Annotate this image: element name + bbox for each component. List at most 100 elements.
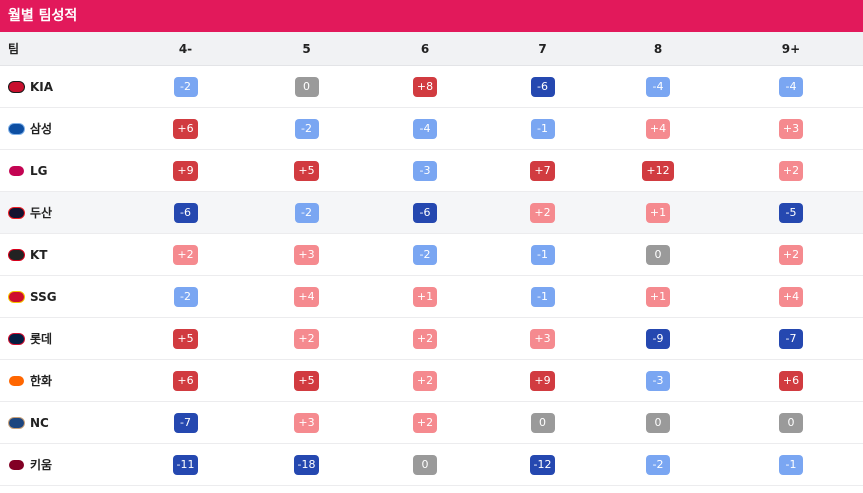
games-behind-badge: +2: [173, 244, 198, 265]
month-cell: +2: [362, 317, 488, 360]
games-behind-badge: -6: [413, 202, 437, 223]
month-cell: -1: [488, 233, 597, 276]
games-behind-badge: -4: [779, 76, 803, 97]
kiwoom-heroes-logo-icon: [8, 458, 25, 471]
month-cell: -7: [120, 401, 251, 444]
team-name[interactable]: KIA: [30, 79, 54, 94]
games-behind-badge: +1: [412, 286, 438, 307]
games-behind-badge: +5: [173, 328, 198, 349]
month-cell: -6: [488, 65, 597, 108]
month-cell: +2: [362, 401, 488, 444]
games-behind-badge: -3: [413, 160, 437, 181]
games-behind-badge: -3: [646, 370, 670, 391]
games-behind-badge: 0: [779, 412, 803, 433]
games-behind-badge: -1: [779, 454, 803, 475]
team-info: LG: [8, 164, 120, 178]
month-cell: +1: [597, 275, 719, 318]
month-cell: +3: [251, 401, 362, 444]
games-behind-badge: +3: [778, 118, 804, 139]
games-behind-badge: +2: [412, 412, 438, 433]
team-name[interactable]: KT: [30, 247, 48, 262]
team-info: 두산: [8, 204, 120, 221]
kia-tigers-logo-icon: [8, 80, 25, 93]
games-behind-badge: +2: [530, 202, 555, 223]
month-cell: +7: [488, 149, 597, 192]
month-cell: +5: [120, 317, 251, 360]
team-info: 삼성: [8, 120, 120, 137]
month-cell: 0: [719, 401, 863, 444]
team-info: 키움: [8, 456, 120, 473]
team-name[interactable]: SSG: [30, 289, 57, 304]
games-behind-badge: 0: [530, 412, 555, 433]
column-header-month[interactable]: 6: [362, 32, 488, 66]
team-name[interactable]: 삼성: [30, 122, 53, 136]
month-cell: -3: [597, 359, 719, 402]
team-cell: 롯데: [0, 317, 120, 360]
month-cell: -18: [251, 443, 362, 486]
month-cell: 0: [488, 401, 597, 444]
games-behind-badge: -6: [530, 76, 555, 97]
games-behind-badge: +7: [530, 160, 555, 181]
month-cell: +12: [597, 149, 719, 192]
games-behind-badge: -18: [293, 454, 320, 475]
column-header-month[interactable]: 9+: [719, 32, 863, 66]
games-behind-badge: +2: [412, 370, 438, 391]
table-header-row: 팀 4- 5 6 7 8 9+: [0, 32, 863, 66]
team-name[interactable]: 키움: [30, 458, 53, 472]
month-cell: +8: [362, 65, 488, 108]
month-cell: -5: [719, 191, 863, 234]
month-cell: +4: [597, 107, 719, 150]
month-cell: -12: [488, 443, 597, 486]
games-behind-badge: -7: [173, 412, 198, 433]
games-behind-badge: -2: [413, 244, 437, 265]
column-header-month[interactable]: 8: [597, 32, 719, 66]
games-behind-badge: +1: [645, 202, 671, 223]
team-cell: SSG: [0, 275, 120, 318]
games-behind-badge: 0: [413, 454, 437, 475]
table-row[interactable]: SSG -2 +4 +1 -1 +1 +4: [0, 275, 863, 318]
games-behind-badge: +5: [294, 370, 319, 391]
table-row[interactable]: 두산 -6 -2 -6 +2 +1 -5: [0, 191, 863, 234]
month-cell: -11: [120, 443, 251, 486]
column-header-team[interactable]: 팀: [0, 32, 120, 66]
games-behind-badge: +6: [173, 370, 198, 391]
column-header-month[interactable]: 7: [488, 32, 597, 66]
table-row[interactable]: 삼성 +6 -2 -4 -1 +4 +3: [0, 107, 863, 150]
team-name[interactable]: 한화: [30, 374, 53, 388]
games-behind-badge: -11: [172, 454, 199, 475]
games-behind-badge: +3: [294, 412, 319, 433]
team-name[interactable]: LG: [30, 163, 48, 178]
column-header-month[interactable]: 4-: [120, 32, 251, 66]
table-row[interactable]: 한화 +6 +5 +2 +9 -3 +6: [0, 359, 863, 402]
team-cell: NC: [0, 401, 120, 444]
team-cell: KT: [0, 233, 120, 276]
table-row[interactable]: KT +2 +3 -2 -1 0 +2: [0, 233, 863, 276]
team-cell: LG: [0, 149, 120, 192]
team-name[interactable]: 두산: [30, 206, 53, 220]
games-behind-badge: -1: [530, 244, 555, 265]
team-name[interactable]: NC: [30, 415, 49, 430]
month-cell: +2: [362, 359, 488, 402]
games-behind-badge: +4: [645, 118, 671, 139]
games-behind-badge: +9: [173, 160, 198, 181]
games-behind-badge: -2: [294, 202, 319, 223]
table-row[interactable]: 키움 -11 -18 0 -12 -2 -1: [0, 443, 863, 486]
games-behind-badge: -2: [173, 286, 198, 307]
page-title: 월별 팀성적: [0, 0, 863, 32]
table-row[interactable]: LG +9 +5 -3 +7 +12 +2: [0, 149, 863, 192]
month-cell: -6: [362, 191, 488, 234]
games-behind-badge: +6: [778, 370, 804, 391]
table-row[interactable]: KIA -2 0 +8 -6 -4 -4: [0, 65, 863, 108]
kt-wiz-logo-icon: [8, 248, 25, 261]
team-info: SSG: [8, 290, 120, 304]
column-header-month[interactable]: 5: [251, 32, 362, 66]
games-behind-badge: 0: [294, 76, 319, 97]
games-behind-badge: +3: [530, 328, 555, 349]
team-cell: 두산: [0, 191, 120, 234]
team-name[interactable]: 롯데: [30, 332, 53, 346]
month-cell: +5: [251, 359, 362, 402]
table-row[interactable]: NC -7 +3 +2 0 0 0: [0, 401, 863, 444]
games-behind-badge: -5: [779, 202, 803, 223]
team-info: KIA: [8, 80, 120, 94]
table-row[interactable]: 롯데 +5 +2 +2 +3 -9 -7: [0, 317, 863, 360]
